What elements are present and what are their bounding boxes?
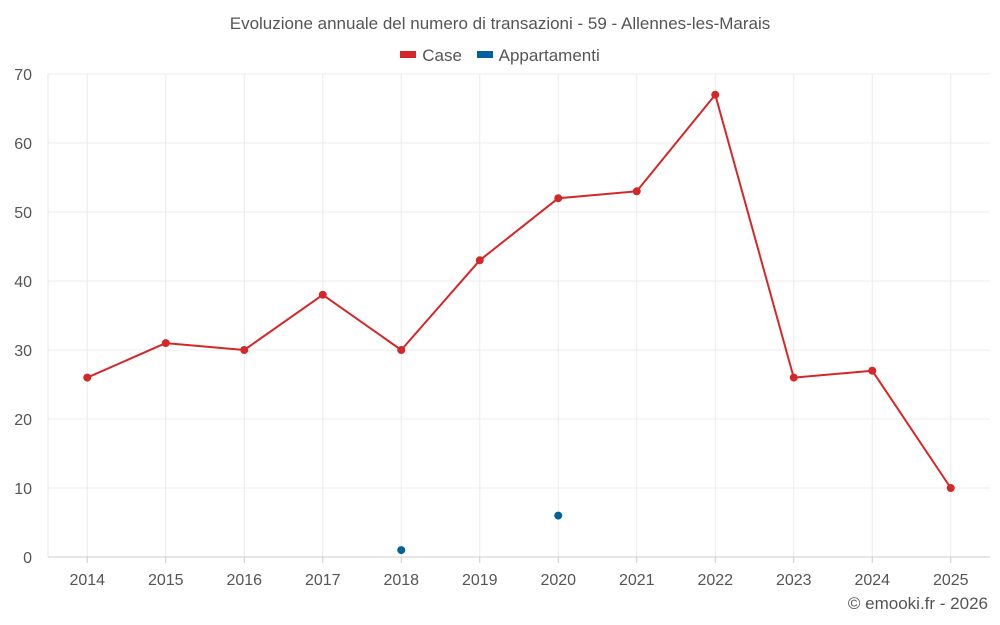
legend-swatch-appartamenti [476,50,493,58]
data-point-case-2018 [397,346,406,354]
data-point-case-2019 [475,256,484,265]
data-point-case-2017 [318,290,327,299]
data-point-case-2024 [868,366,877,375]
x-tick-label: 2025 [933,572,969,589]
legend-swatch-case [400,50,417,58]
data-point-appartamenti-2020 [554,511,563,520]
y-tick-label: 10 [14,481,32,498]
x-tick-label: 2023 [776,572,812,589]
series-layer [83,90,955,555]
x-tick-label: 2021 [619,572,655,589]
x-tick-label: 2024 [854,572,890,589]
data-point-case-2014 [83,373,92,382]
legend: Case Appartamenti [0,45,1000,66]
axes: 0 10 20 30 40 50 60 70 2014 2015 2016 2017 2018 2019 2… [14,67,990,589]
y-tick-label: 40 [14,274,32,291]
y-tick-label: 50 [14,205,32,222]
credit-text: © emooki.fr - 2026 [847,594,988,613]
x-tick-label: 2022 [697,572,733,589]
legend-label-case: Case [422,45,462,65]
data-point-case-2021 [632,187,641,196]
legend-item-appartamenti[interactable]: Appartamenti [476,45,600,66]
x-tick-label: 2016 [226,572,262,589]
grid [48,73,990,557]
x-tick-label: 2015 [148,572,184,589]
legend-label-appartamenti: Appartamenti [498,45,600,65]
y-tick-label: 0 [23,550,32,567]
x-tick-label: 2014 [69,572,105,589]
data-point-case-2015 [161,339,170,348]
data-point-case-2025 [946,484,955,492]
y-tick-label: 20 [14,412,32,429]
x-tick-label: 2019 [462,572,498,589]
y-tick-label: 70 [14,67,32,84]
data-point-case-2023 [789,373,798,382]
x-tick-label: 2020 [540,572,576,589]
series-line-case [86,93,952,489]
data-point-case-2016 [240,346,249,354]
data-point-appartamenti-2018 [397,546,406,555]
chart-title: Evoluzione annuale del numero di transaz… [229,14,771,33]
data-point-case-2020 [554,194,563,203]
data-point-case-2022 [711,90,720,99]
y-tick-label: 30 [14,343,32,360]
x-tick-label: 2018 [383,572,419,589]
legend-item-case[interactable]: Case [400,46,462,66]
y-tick-label: 60 [14,136,32,153]
x-tick-label: 2017 [305,572,341,589]
